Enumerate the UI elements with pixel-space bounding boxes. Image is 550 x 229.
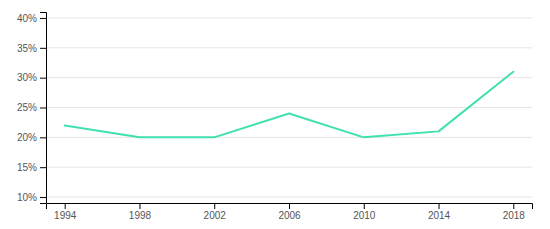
line — [65, 72, 514, 138]
x-axis: 1994 1998 2002 2006 2010 2014 2018 — [47, 203, 533, 221]
y-tick: 15% — [17, 162, 46, 173]
x-tick-label: 2006 — [278, 210, 301, 221]
x-tick-mark — [139, 203, 140, 209]
x-tick-label: 2018 — [503, 210, 526, 221]
x-tick: 2014 — [428, 203, 451, 221]
y-tick: 40% — [17, 13, 46, 24]
y-tick-label: 25% — [17, 102, 37, 113]
y-tick-mark — [40, 167, 46, 168]
x-tick-mark — [364, 203, 365, 209]
y-axis-line — [40, 13, 47, 204]
x-tick-mark — [289, 203, 290, 209]
y-axis: 10% 15% 20% 25% 30% 35% 40% — [17, 13, 47, 204]
x-tick-mark — [439, 203, 440, 209]
x-tick-mark — [65, 203, 66, 209]
y-tick: 30% — [17, 72, 46, 83]
x-tick: 2018 — [503, 203, 526, 221]
x-tick-label: 2014 — [428, 210, 451, 221]
grid-line — [46, 167, 532, 168]
y-tick-label: 10% — [17, 192, 37, 203]
grid-line — [46, 77, 532, 78]
y-tick: 10% — [17, 192, 46, 203]
x-tick-label: 2002 — [204, 210, 227, 221]
x-tick: 1994 — [54, 203, 77, 221]
x-tick: 2010 — [353, 203, 376, 221]
y-tick-mark — [40, 197, 46, 198]
grid-line — [46, 197, 532, 198]
y-tick-mark — [40, 48, 46, 49]
marks — [65, 72, 514, 138]
x-tick: 1998 — [129, 203, 152, 221]
y-tick-mark — [40, 78, 46, 79]
x-tick-label: 1994 — [54, 210, 77, 221]
y-tick-mark — [40, 18, 46, 19]
chart: 1994 1998 2002 2006 2010 2014 2018 10% 15% 20% 25%… — [0, 0, 550, 229]
x-tick-mark — [214, 203, 215, 209]
plot: 1994 1998 2002 2006 2010 2014 2018 10% 15% 20% 25%… — [17, 13, 533, 222]
y-tick-mark — [40, 108, 46, 109]
grid-line — [46, 17, 532, 18]
y-tick-label: 35% — [17, 43, 37, 54]
y-tick-label: 20% — [17, 132, 37, 143]
y-tick-label: 15% — [17, 162, 37, 173]
x-tick-mark — [513, 203, 514, 209]
y-tick: 25% — [17, 102, 46, 113]
x-tick: 2006 — [278, 203, 301, 221]
y-tick-label: 30% — [17, 72, 37, 83]
x-tick-label: 2010 — [353, 210, 376, 221]
x-tick: 2002 — [204, 203, 227, 221]
y-tick: 20% — [17, 132, 46, 143]
grid-line — [46, 137, 532, 138]
y-tick-mark — [40, 137, 46, 138]
x-tick-label: 1998 — [129, 210, 152, 221]
x-axis-line — [47, 204, 533, 210]
grid-line — [46, 47, 532, 48]
grid — [46, 18, 532, 197]
y-tick-label: 40% — [17, 13, 37, 24]
y-tick: 35% — [17, 43, 46, 54]
grid-line — [46, 107, 532, 108]
